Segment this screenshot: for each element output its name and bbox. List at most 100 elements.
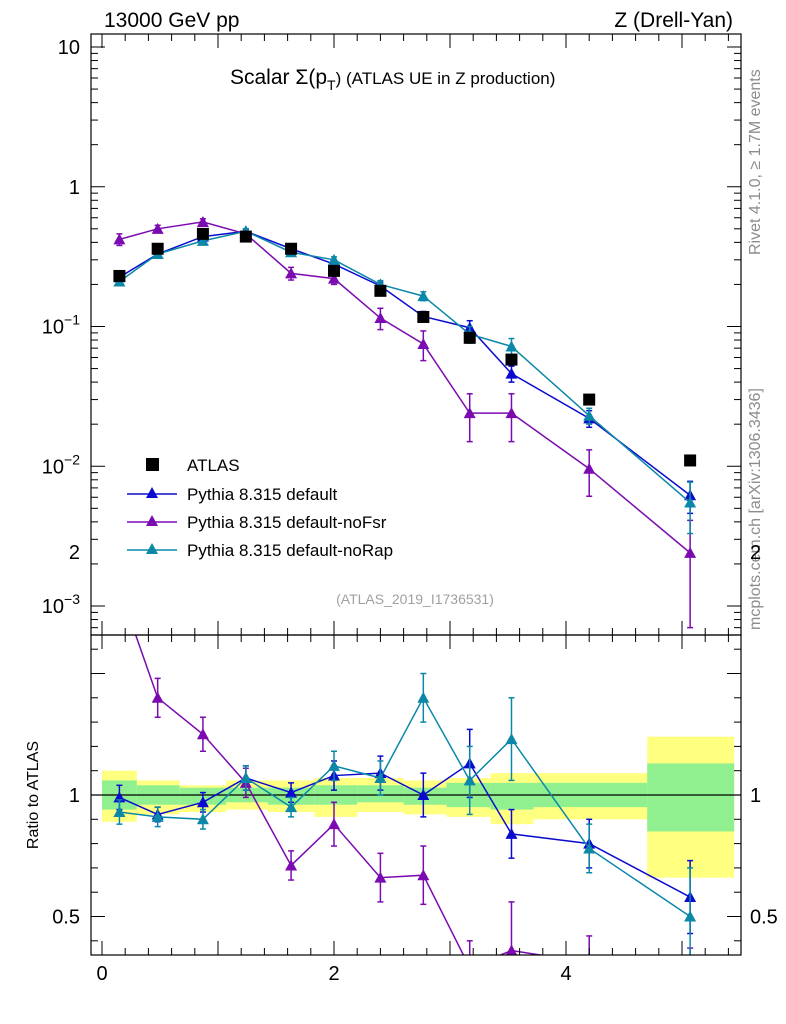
ratio-point-noRap	[505, 733, 518, 745]
y-tick-label-exponent: −3	[64, 591, 80, 607]
ratio-y-tick-label-right: 1	[750, 785, 761, 807]
legend-marker-default	[146, 487, 158, 498]
data-point-atlas	[328, 264, 340, 277]
uncertainty-band-green	[647, 763, 735, 832]
ratio-point-noRap	[417, 691, 430, 703]
data-point-atlas	[196, 227, 209, 240]
data-point-default	[505, 367, 518, 379]
y-tick-label-exponent: −1	[64, 312, 80, 328]
y-tick-label: 10	[58, 37, 80, 59]
ratio-series-default	[113, 728, 697, 935]
legend-marker-norap	[146, 543, 158, 554]
data-point-atlas	[463, 331, 476, 344]
ratio-point-noRap	[196, 813, 209, 825]
ratio-point-noRap	[113, 806, 126, 818]
ratio-point-noFsr	[113, 582, 125, 593]
ratio-point-noRap	[374, 771, 387, 783]
ratio-point-noRap	[463, 774, 476, 786]
y-tick-label-base: 10	[42, 456, 64, 478]
series-atlas	[113, 227, 697, 467]
ratio-point-default	[285, 786, 298, 798]
data-point-noFsr	[417, 337, 430, 349]
ratio-point-noFsr	[583, 957, 595, 968]
rivet-version-label: Rivet 4.1.0, ≥ 1.7M events	[747, 69, 764, 255]
series-line-default	[119, 230, 691, 496]
ratio-y-tick-label-right: 0.5	[750, 907, 778, 929]
series-line-noFsr	[119, 221, 691, 554]
data-point-noRap	[196, 234, 209, 246]
y-tick-label: 10−3	[42, 591, 80, 618]
data-point-noFsr	[463, 407, 476, 419]
ratio-point-noRap	[684, 910, 697, 922]
main-plot-marks	[113, 215, 697, 629]
ratio-point-noRap	[239, 771, 252, 783]
ratio-point-noFsr	[328, 818, 340, 830]
data-point-noRap	[328, 253, 340, 265]
data-point-noRap	[505, 340, 518, 352]
ratio-point-default	[196, 796, 209, 808]
ratio-plot-ticks: 2 2 1 1 0.5 0.5 0 2 4	[52, 542, 778, 985]
data-point-noFsr	[285, 267, 298, 279]
data-point-noFsr	[113, 233, 126, 245]
ratio-series-noFsr	[113, 582, 696, 990]
data-point-noFsr	[583, 462, 596, 474]
ratio-line-noRap	[119, 696, 691, 918]
header-process-label: Z (Drell-Yan)	[614, 9, 733, 32]
mcplots-reference-label: mcplots.cern.ch [arXiv:1306.3436]	[747, 388, 764, 630]
ratio-point-noFsr	[417, 869, 430, 881]
ratio-plot-marks	[91, 582, 741, 990]
data-point-noRap	[583, 409, 596, 421]
data-point-noRap	[417, 290, 430, 302]
ratio-point-default	[505, 827, 518, 839]
series-noFsr	[113, 215, 697, 629]
data-point-atlas	[505, 353, 518, 366]
legend-atlas-marker	[146, 458, 159, 471]
data-point-noRap	[684, 496, 697, 508]
ratio-line-default	[119, 762, 691, 898]
legend: ATLAS Pythia 8.315 default Pythia 8.315 …	[127, 456, 393, 560]
ratio-point-noFsr	[464, 962, 476, 973]
legend-marker-nofsr	[146, 515, 158, 526]
data-point-atlas	[151, 242, 164, 255]
ratio-point-noFsr	[505, 944, 518, 955]
data-point-atlas	[417, 310, 430, 323]
uncertainty-band-green	[490, 782, 534, 810]
y-tick-label-exponent: −2	[64, 451, 80, 467]
ratio-y-tick-label-left: 0.5	[52, 907, 80, 929]
analysis-id-label: (ATLAS_2019_I1736531)	[336, 591, 494, 607]
data-point-noFsr	[196, 215, 209, 227]
ratio-point-noFsr	[151, 691, 164, 703]
x-tick-label: 4	[560, 963, 571, 985]
ratio-y-tick-label-left: 1	[69, 785, 80, 807]
data-point-atlas	[239, 230, 252, 243]
ratio-plot-panel: 2 2 1 1 0.5 0.5 0 2 4 Ratio to ATLAS	[25, 542, 778, 990]
ratio-point-noRap	[285, 801, 298, 813]
ratio-point-noRap	[328, 759, 340, 771]
legend-label-norap: Pythia 8.315 default-noRap	[187, 541, 393, 560]
y-tick-label-base: 10	[42, 596, 64, 618]
legend-label-default: Pythia 8.315 default	[187, 485, 338, 504]
y-tick-label-base: 10	[42, 317, 64, 339]
legend-label-atlas: ATLAS	[187, 456, 240, 475]
ratio-y-tick-label-left: 2	[69, 542, 80, 564]
data-point-atlas	[113, 269, 126, 282]
ratio-line-noFsr	[134, 635, 545, 955]
data-point-noFsr	[505, 407, 518, 419]
legend-label-nofsr: Pythia 8.315 default-noFsr	[187, 513, 387, 532]
x-tick-label: 0	[96, 963, 107, 985]
data-point-atlas	[583, 393, 596, 406]
ratio-point-noFsr	[374, 871, 387, 883]
ratio-point-default	[417, 789, 430, 800]
ratio-point-noFsr	[684, 979, 696, 990]
ratio-point-noFsr	[196, 728, 209, 740]
data-point-atlas	[374, 284, 387, 297]
ratio-point-noFsr	[285, 859, 298, 871]
data-point-noFsr	[374, 312, 387, 324]
ratio-series-noRap	[113, 672, 697, 955]
y-tick-label: 1	[69, 177, 80, 199]
series-line-noRap	[118, 230, 691, 504]
y-tick-label: 10−2	[42, 451, 80, 478]
